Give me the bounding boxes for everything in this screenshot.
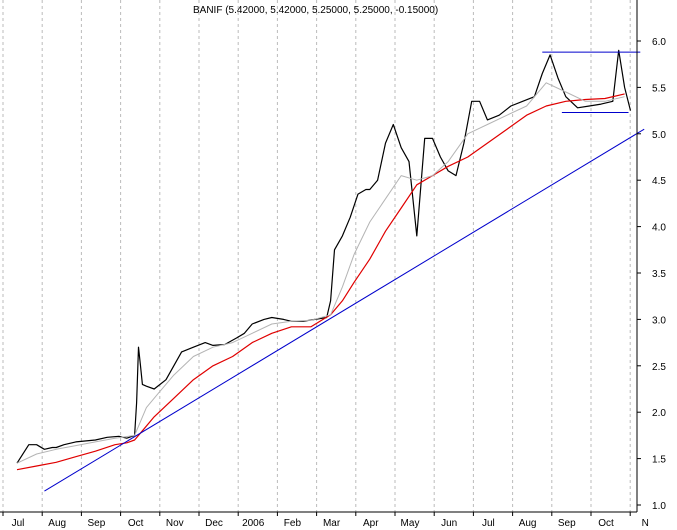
x-tick-label: Oct	[128, 518, 144, 529]
y-tick-label: 6.0	[652, 37, 666, 48]
x-tick-label: Feb	[284, 518, 302, 529]
x-tick-label: Aug	[519, 518, 537, 529]
x-tick-label: Sep	[88, 518, 106, 529]
y-tick-label: 2.0	[652, 408, 666, 419]
y-tick-label: 1.0	[652, 501, 666, 512]
x-tick-label: May	[401, 518, 420, 529]
trendlines-layer	[44, 51, 645, 492]
grid-layer	[2, 0, 631, 512]
y-tick-label: 2.5	[652, 362, 666, 373]
x-tick-label: Jul	[482, 518, 495, 529]
x-tick-label: Mar	[323, 518, 341, 529]
short-ma-series-line	[16, 82, 625, 464]
x-tick-label: Nov	[166, 518, 184, 529]
y-tick-label: 3.0	[652, 315, 666, 326]
x-tick-label: Oct	[598, 518, 614, 529]
trendline-line	[44, 128, 645, 492]
x-tick-label: 2006	[242, 518, 265, 529]
y-tick-label: 4.5	[652, 176, 666, 187]
x-tick-label: Apr	[363, 518, 379, 529]
x-tick-label: Aug	[48, 518, 66, 529]
x-tick-label: Jul	[12, 518, 25, 529]
x-tick-label: N	[642, 518, 649, 529]
y-tick-label: 3.5	[652, 269, 666, 280]
y-tick-label: 4.0	[652, 223, 666, 234]
y-tick-label: 1.5	[652, 455, 666, 466]
x-tick-label: Jun	[441, 518, 457, 529]
chart-title: BANIF (5.42000, 5.42000, 5.25000, 5.2500…	[193, 5, 438, 16]
y-tick-label: 5.5	[652, 83, 666, 94]
y-tick-label: 5.0	[652, 130, 666, 141]
x-tick-label: Sep	[558, 518, 576, 529]
x-tick-label: Dec	[205, 518, 223, 529]
